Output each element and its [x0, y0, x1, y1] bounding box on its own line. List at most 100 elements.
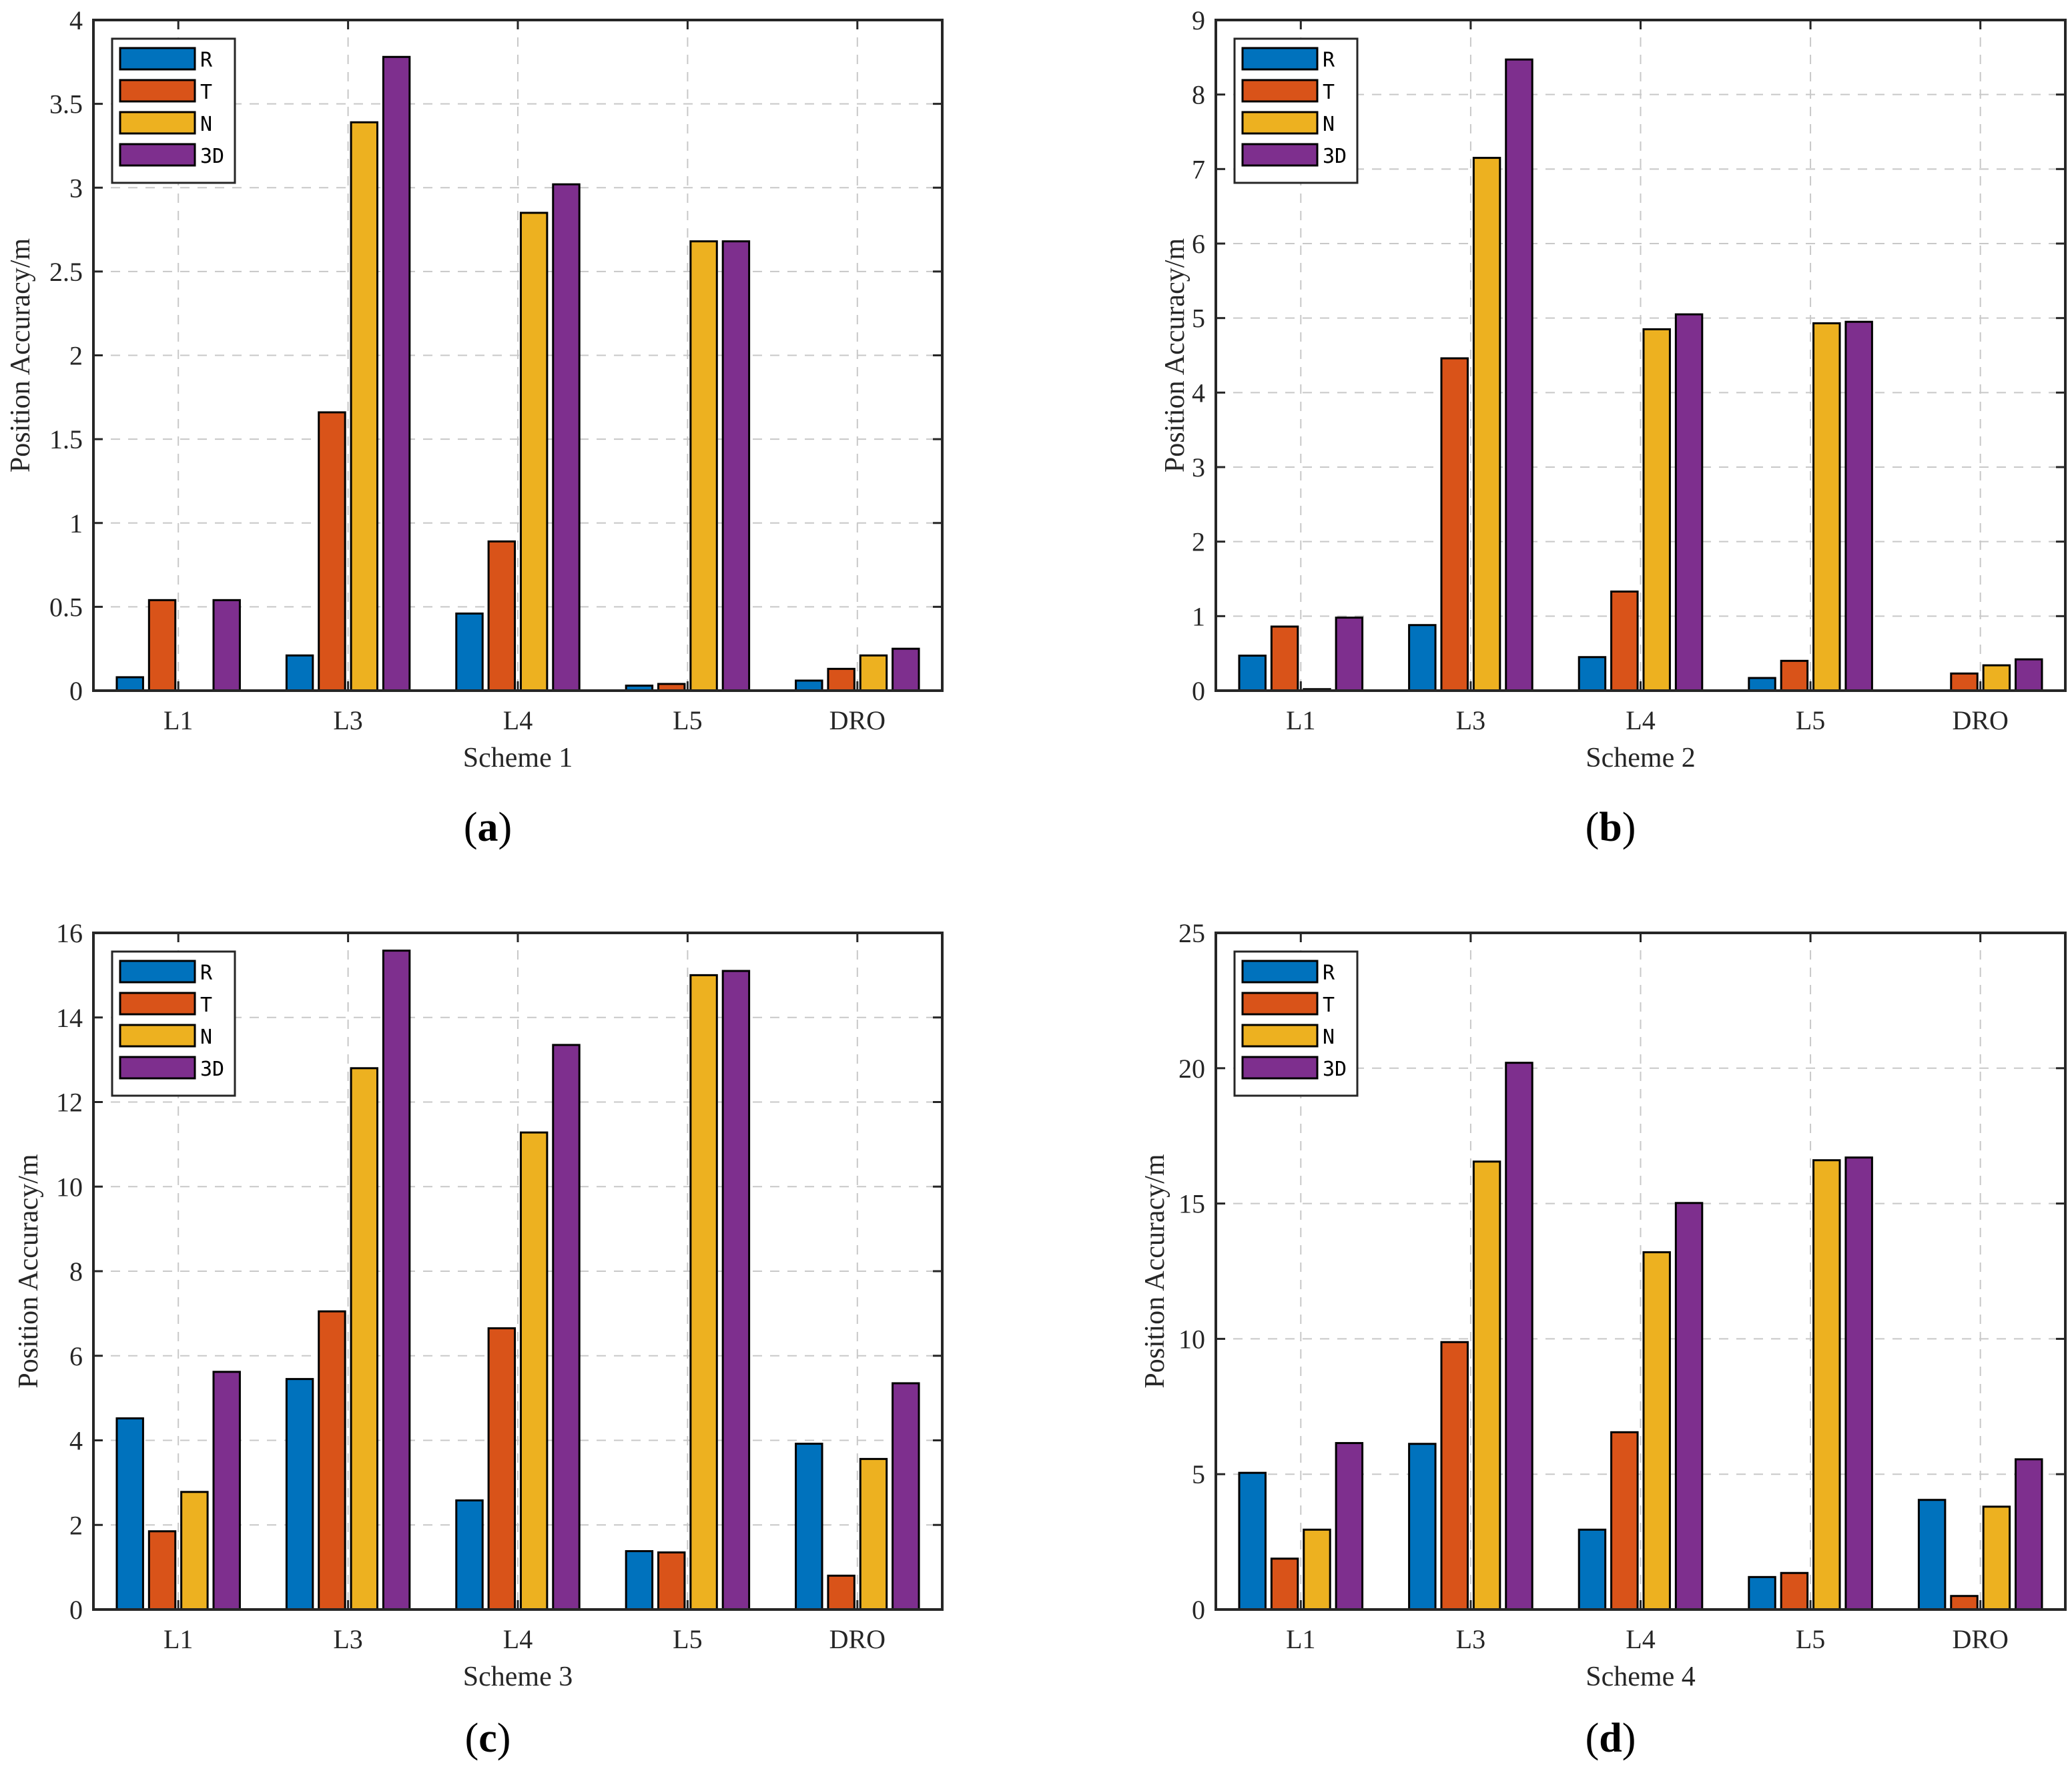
caption-letter: d [1599, 1716, 1622, 1761]
y-tick-label: 14 [56, 1003, 83, 1033]
bar-3D-L4 [552, 183, 581, 692]
bar-T-L1 [147, 1530, 177, 1611]
bar-T-L1 [147, 599, 177, 692]
panel-caption: (b) [1586, 805, 1636, 850]
bar-T-DRO [827, 667, 855, 692]
x-tick-label: DRO [1952, 1624, 2008, 1654]
bar-T-L5 [1780, 1571, 1809, 1611]
bar-T-L4 [1610, 1431, 1639, 1611]
x-tick-label: L4 [1626, 1624, 1655, 1654]
legend-label-R: R [1323, 962, 1335, 985]
bar-N-DRO [859, 654, 888, 692]
legend-swatch-3D [119, 143, 196, 167]
y-tick-label: 5 [1192, 304, 1205, 334]
bar-T-DRO [1950, 1595, 1979, 1611]
bar-3D-DRO [2015, 658, 2043, 692]
bar-N-L4 [519, 212, 549, 692]
legend-label-T: T [1323, 994, 1335, 1017]
bar-N-L4 [1642, 328, 1671, 692]
bar-T-L3 [318, 411, 346, 692]
caption-close-paren: ) [1622, 1716, 1636, 1761]
bar-R-L1 [115, 1417, 144, 1611]
y-tick-label: 2 [1192, 527, 1205, 557]
legend-swatch-R [1241, 47, 1319, 71]
bar-N-L5 [1812, 1159, 1841, 1611]
bar-N-L4 [519, 1131, 549, 1611]
y-tick-label: 0.5 [49, 592, 83, 622]
x-tick-label: L4 [503, 705, 533, 735]
bar-R-L4 [1578, 656, 1607, 692]
y-tick-label: 3.5 [49, 89, 83, 119]
y-tick-label: 10 [56, 1172, 83, 1202]
bar-3D-L3 [382, 55, 411, 692]
bar-T-L3 [1440, 357, 1469, 692]
bar-3D-L1 [1335, 617, 1364, 692]
legend-label-3D: 3D [1323, 1058, 1347, 1081]
y-tick-label: 1.5 [49, 424, 83, 454]
y-tick-label: 3 [1192, 452, 1205, 482]
legend-label-N: N [200, 113, 212, 136]
bar-3D-DRO [892, 1382, 920, 1611]
caption-letter: b [1599, 805, 1622, 850]
legend-swatch-3D [1241, 1056, 1319, 1080]
x-tick-label: DRO [829, 1624, 886, 1654]
legend: RTN 3D [111, 37, 236, 184]
bar-T-L4 [487, 540, 516, 692]
bar-3D-L1 [1335, 1442, 1364, 1611]
bar-R-L5 [1748, 1575, 1776, 1611]
legend: RTN 3D [1233, 950, 1359, 1097]
bar-3D-L3 [382, 950, 411, 1611]
bar-R-L1 [115, 676, 144, 692]
bar-T-L4 [1610, 590, 1639, 692]
bar-R-DRO [795, 1443, 823, 1611]
y-tick-label: 0 [69, 676, 83, 706]
legend-label-T: T [1323, 81, 1335, 104]
legend-label-3D: 3D [200, 1058, 224, 1081]
legend-swatch-N [119, 1024, 196, 1048]
legend-swatch-T [1241, 992, 1319, 1016]
bar-3D-L4 [1674, 313, 1704, 692]
x-tick-label: L4 [1626, 705, 1655, 735]
bar-R-L1 [1238, 1471, 1267, 1611]
legend-label-R: R [1323, 49, 1335, 72]
y-tick-label: 0 [1192, 676, 1205, 706]
y-tick-label: 2.5 [49, 257, 83, 287]
bar-3D-L1 [212, 1371, 241, 1611]
bar-N-L3 [350, 1067, 378, 1611]
legend-swatch-T [1241, 79, 1319, 103]
y-tick-label: 3 [69, 173, 83, 203]
chart-panel-d: 0 5 10 15 20 25 L1 L3 L4 L5 DRO Scheme 4 Position Ac… [1140, 918, 2067, 1761]
panel-caption: (c) [465, 1716, 511, 1761]
legend-swatch-N [1241, 1024, 1319, 1048]
bar-3D-L4 [1674, 1202, 1704, 1611]
y-axis-label: Position Accuracy/m [1140, 1154, 1170, 1388]
y-tick-label: 15 [1178, 1189, 1205, 1219]
y-axis-label: Position Accuracy/m [5, 238, 36, 472]
bar-3D-L5 [721, 970, 751, 1611]
y-tick-label: 8 [69, 1257, 83, 1287]
legend-swatch-N [1241, 111, 1319, 135]
y-tick-label: 2 [69, 1510, 83, 1540]
legend-label-R: R [200, 49, 213, 72]
legend-swatch-R [119, 47, 196, 71]
panel-caption: (a) [464, 805, 512, 850]
y-tick-label: 0 [1192, 1595, 1205, 1625]
bar-R-L4 [455, 1499, 484, 1611]
bar-R-L4 [455, 612, 484, 692]
y-tick-label: 6 [69, 1341, 83, 1371]
x-axis-label: Scheme 3 [463, 1662, 573, 1692]
legend-swatch-3D [119, 1056, 196, 1080]
legend: RTN 3D [111, 950, 236, 1097]
bar-N-L1 [180, 1491, 209, 1611]
bar-R-L3 [285, 1378, 314, 1611]
chart-panel-b: 0 1 2 3 4 5 6 7 8 9 L1 L3 L4 L5 DRO Scheme 2 Position Ac… [1160, 5, 2067, 850]
bar-T-L3 [1440, 1341, 1469, 1611]
legend-label-T: T [200, 994, 212, 1017]
y-tick-label: 0 [69, 1595, 83, 1625]
bar-3D-L4 [552, 1044, 581, 1611]
bar-N-L3 [1472, 157, 1501, 692]
bar-T-L1 [1270, 1557, 1299, 1611]
y-tick-label: 5 [1192, 1459, 1205, 1489]
y-tick-label: 6 [1192, 229, 1205, 259]
legend-label-N: N [1323, 113, 1335, 136]
